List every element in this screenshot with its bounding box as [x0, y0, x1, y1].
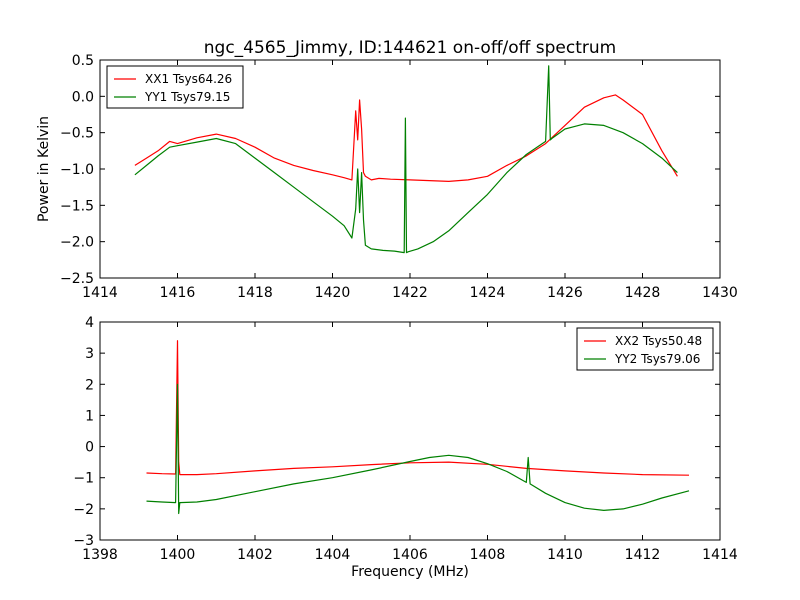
legend: XX2 Tsys50.48 YY2 Tsys79.06 — [576, 327, 714, 371]
y-tick-label: −1.5 — [60, 198, 94, 214]
series-line-xx — [134, 94, 678, 182]
x-tick-label: 1424 — [470, 285, 506, 301]
y-tick-label: 2 — [85, 377, 94, 393]
legend-entry: XX2 Tsys50.48 — [615, 334, 702, 348]
y-tick-label: −1 — [73, 471, 94, 487]
x-tick-label: 1416 — [160, 285, 196, 301]
legend-entry: YY2 Tsys79.06 — [614, 352, 700, 366]
x-tick-label: 1414 — [82, 285, 118, 301]
x-tick-label: 1406 — [392, 547, 428, 563]
x-tick-label: 1418 — [237, 285, 273, 301]
y-tick-label: 3 — [85, 346, 94, 362]
x-tick-label: 1398 — [82, 547, 118, 563]
x-tick-label: 1408 — [470, 547, 506, 563]
y-tick-label: −2 — [73, 502, 94, 518]
y-tick-label: −2.0 — [60, 235, 94, 251]
series-line-yy — [146, 383, 690, 515]
y-tick-label: 4 — [85, 315, 94, 331]
x-tick-label: 1400 — [160, 547, 196, 563]
y-tick-label: 0.0 — [72, 89, 94, 105]
x-tick-label: 1420 — [315, 285, 351, 301]
legend-box — [576, 327, 714, 371]
x-tick-label: 1430 — [702, 285, 738, 301]
x-tick-label: 1402 — [237, 547, 273, 563]
series-line-yy — [134, 65, 678, 254]
figure-title: ngc_4565_Jimmy, ID:144621 on-off/off spe… — [204, 38, 616, 58]
y-axis-label: Power in Kelvin — [36, 116, 52, 222]
x-tick-label: 1422 — [392, 285, 428, 301]
legend-box — [106, 65, 244, 109]
y-tick-label: 0 — [85, 440, 94, 456]
x-tick-label: 1404 — [315, 547, 351, 563]
legend-entry: XX1 Tsys64.26 — [145, 72, 232, 86]
y-tick-label: 0.5 — [72, 53, 94, 69]
legend: XX1 Tsys64.26 YY1 Tsys79.15 — [106, 65, 244, 109]
series-line-xx — [146, 340, 690, 476]
x-tick-label: 1410 — [547, 547, 583, 563]
y-tick-label: −1.0 — [60, 162, 94, 178]
legend-entry: YY1 Tsys79.15 — [144, 90, 230, 104]
x-axis-label: Frequency (MHz) — [351, 564, 469, 580]
x-tick-label: 1426 — [547, 285, 583, 301]
bottom-panel: 1398 1400 1402 1404 1406 1408 1410 1412 1414−3−2… — [73, 315, 738, 580]
y-tick-label: −0.5 — [60, 126, 94, 142]
top-panel: 1414 1416 1418 1420 1422 1424 1426 1428 1430 −2.5… — [36, 53, 738, 301]
y-tick-label: −3 — [73, 533, 94, 549]
y-tick-label: 1 — [85, 408, 94, 424]
x-tick-label: 1414 — [702, 547, 738, 563]
x-tick-label: 1428 — [625, 285, 661, 301]
y-tick-label: −2.5 — [60, 271, 94, 287]
x-tick-label: 1412 — [625, 547, 661, 563]
